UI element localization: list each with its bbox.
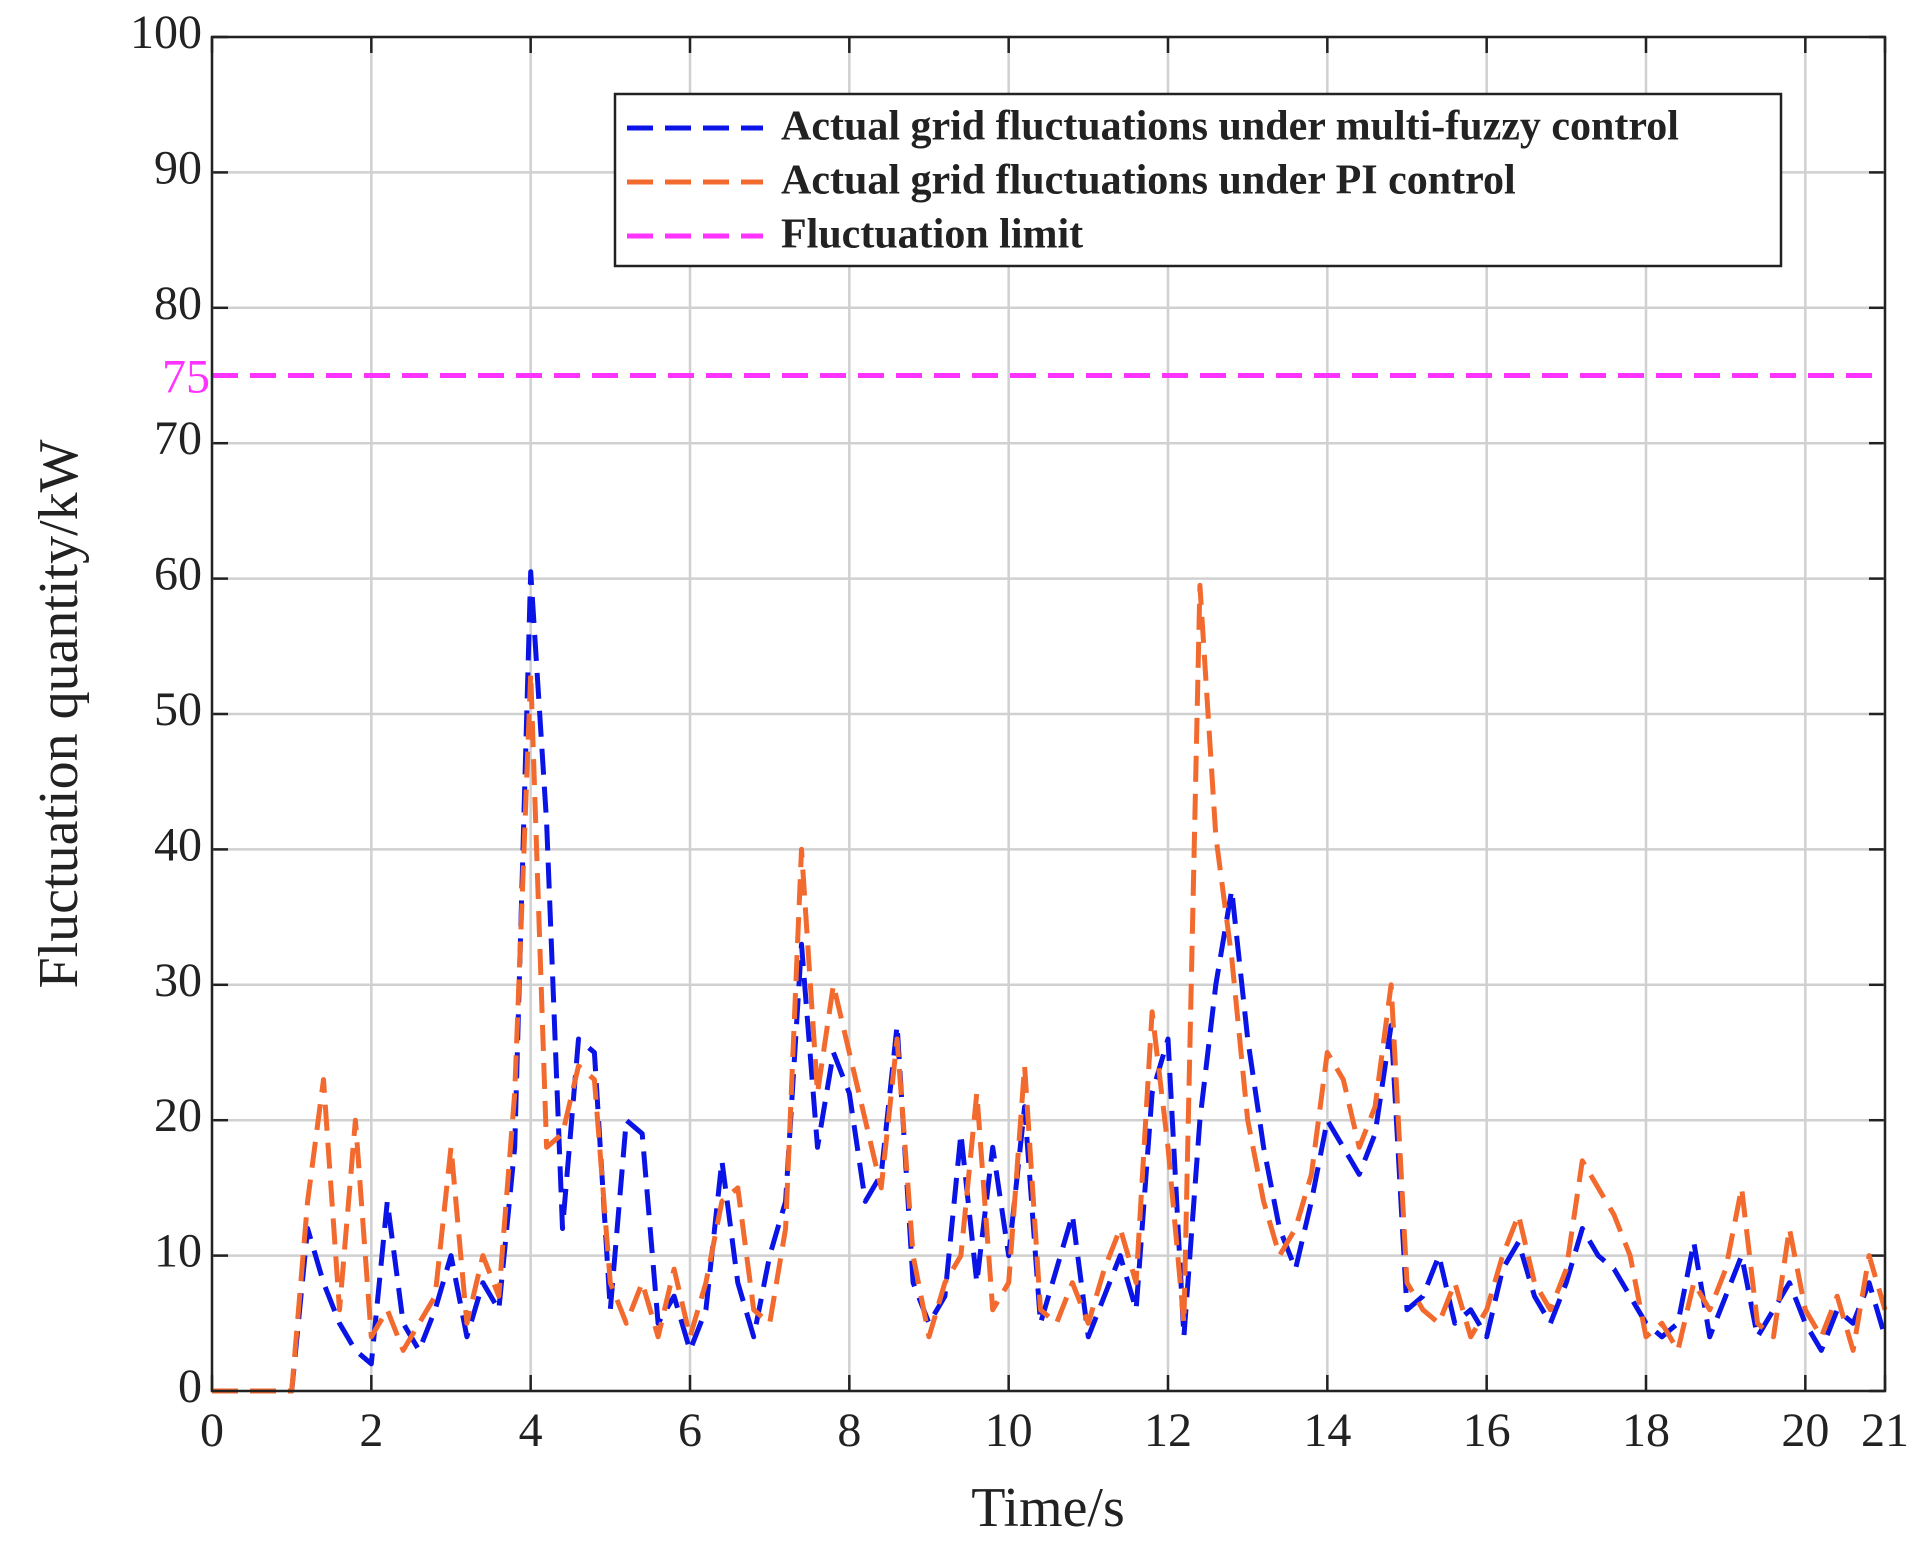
y-tick-label: 30 bbox=[154, 954, 202, 1007]
y-tick-label: 20 bbox=[154, 1089, 202, 1142]
x-tick-label: 16 bbox=[1463, 1404, 1511, 1457]
x-axis-label: Time/s bbox=[971, 1477, 1125, 1539]
x-tick-label: 6 bbox=[678, 1404, 702, 1457]
x-tick-label: 10 bbox=[985, 1404, 1033, 1457]
x-tick-label: 12 bbox=[1144, 1404, 1192, 1457]
series-line bbox=[212, 569, 1888, 1394]
series-line bbox=[212, 582, 1888, 1394]
x-tick-label: 21 bbox=[1861, 1404, 1909, 1457]
x-tick-label: 14 bbox=[1303, 1404, 1351, 1457]
x-tick-label: 20 bbox=[1781, 1404, 1829, 1457]
plot-frame bbox=[210, 35, 1887, 1393]
x-tick-label: 0 bbox=[200, 1404, 224, 1457]
legend-box bbox=[613, 92, 1783, 268]
legend-label: Actual grid fluctuations under PI contro… bbox=[781, 158, 1516, 204]
y-tick-label: 70 bbox=[154, 412, 202, 465]
y-tick-label: 80 bbox=[154, 277, 202, 330]
legend-label: Actual grid fluctuations under multi-fuz… bbox=[781, 104, 1679, 150]
y-tick-label: 40 bbox=[154, 818, 202, 871]
x-tick-label: 8 bbox=[837, 1404, 861, 1457]
x-tick-label: 18 bbox=[1622, 1404, 1670, 1457]
annotation: 75 bbox=[162, 351, 210, 404]
y-tick-label: 100 bbox=[130, 6, 202, 59]
y-tick-label: 50 bbox=[154, 683, 202, 736]
legend-label: Fluctuation limit bbox=[781, 212, 1083, 258]
y-tick-label: 90 bbox=[154, 141, 202, 194]
y-axis-label: Fluctuation quantity/kW bbox=[28, 439, 90, 988]
x-tick-label: 4 bbox=[519, 1404, 543, 1457]
y-tick-label: 10 bbox=[154, 1225, 202, 1278]
x-tick-label: 2 bbox=[359, 1404, 383, 1457]
y-tick-label: 0 bbox=[178, 1360, 202, 1413]
y-tick-label: 60 bbox=[154, 548, 202, 601]
